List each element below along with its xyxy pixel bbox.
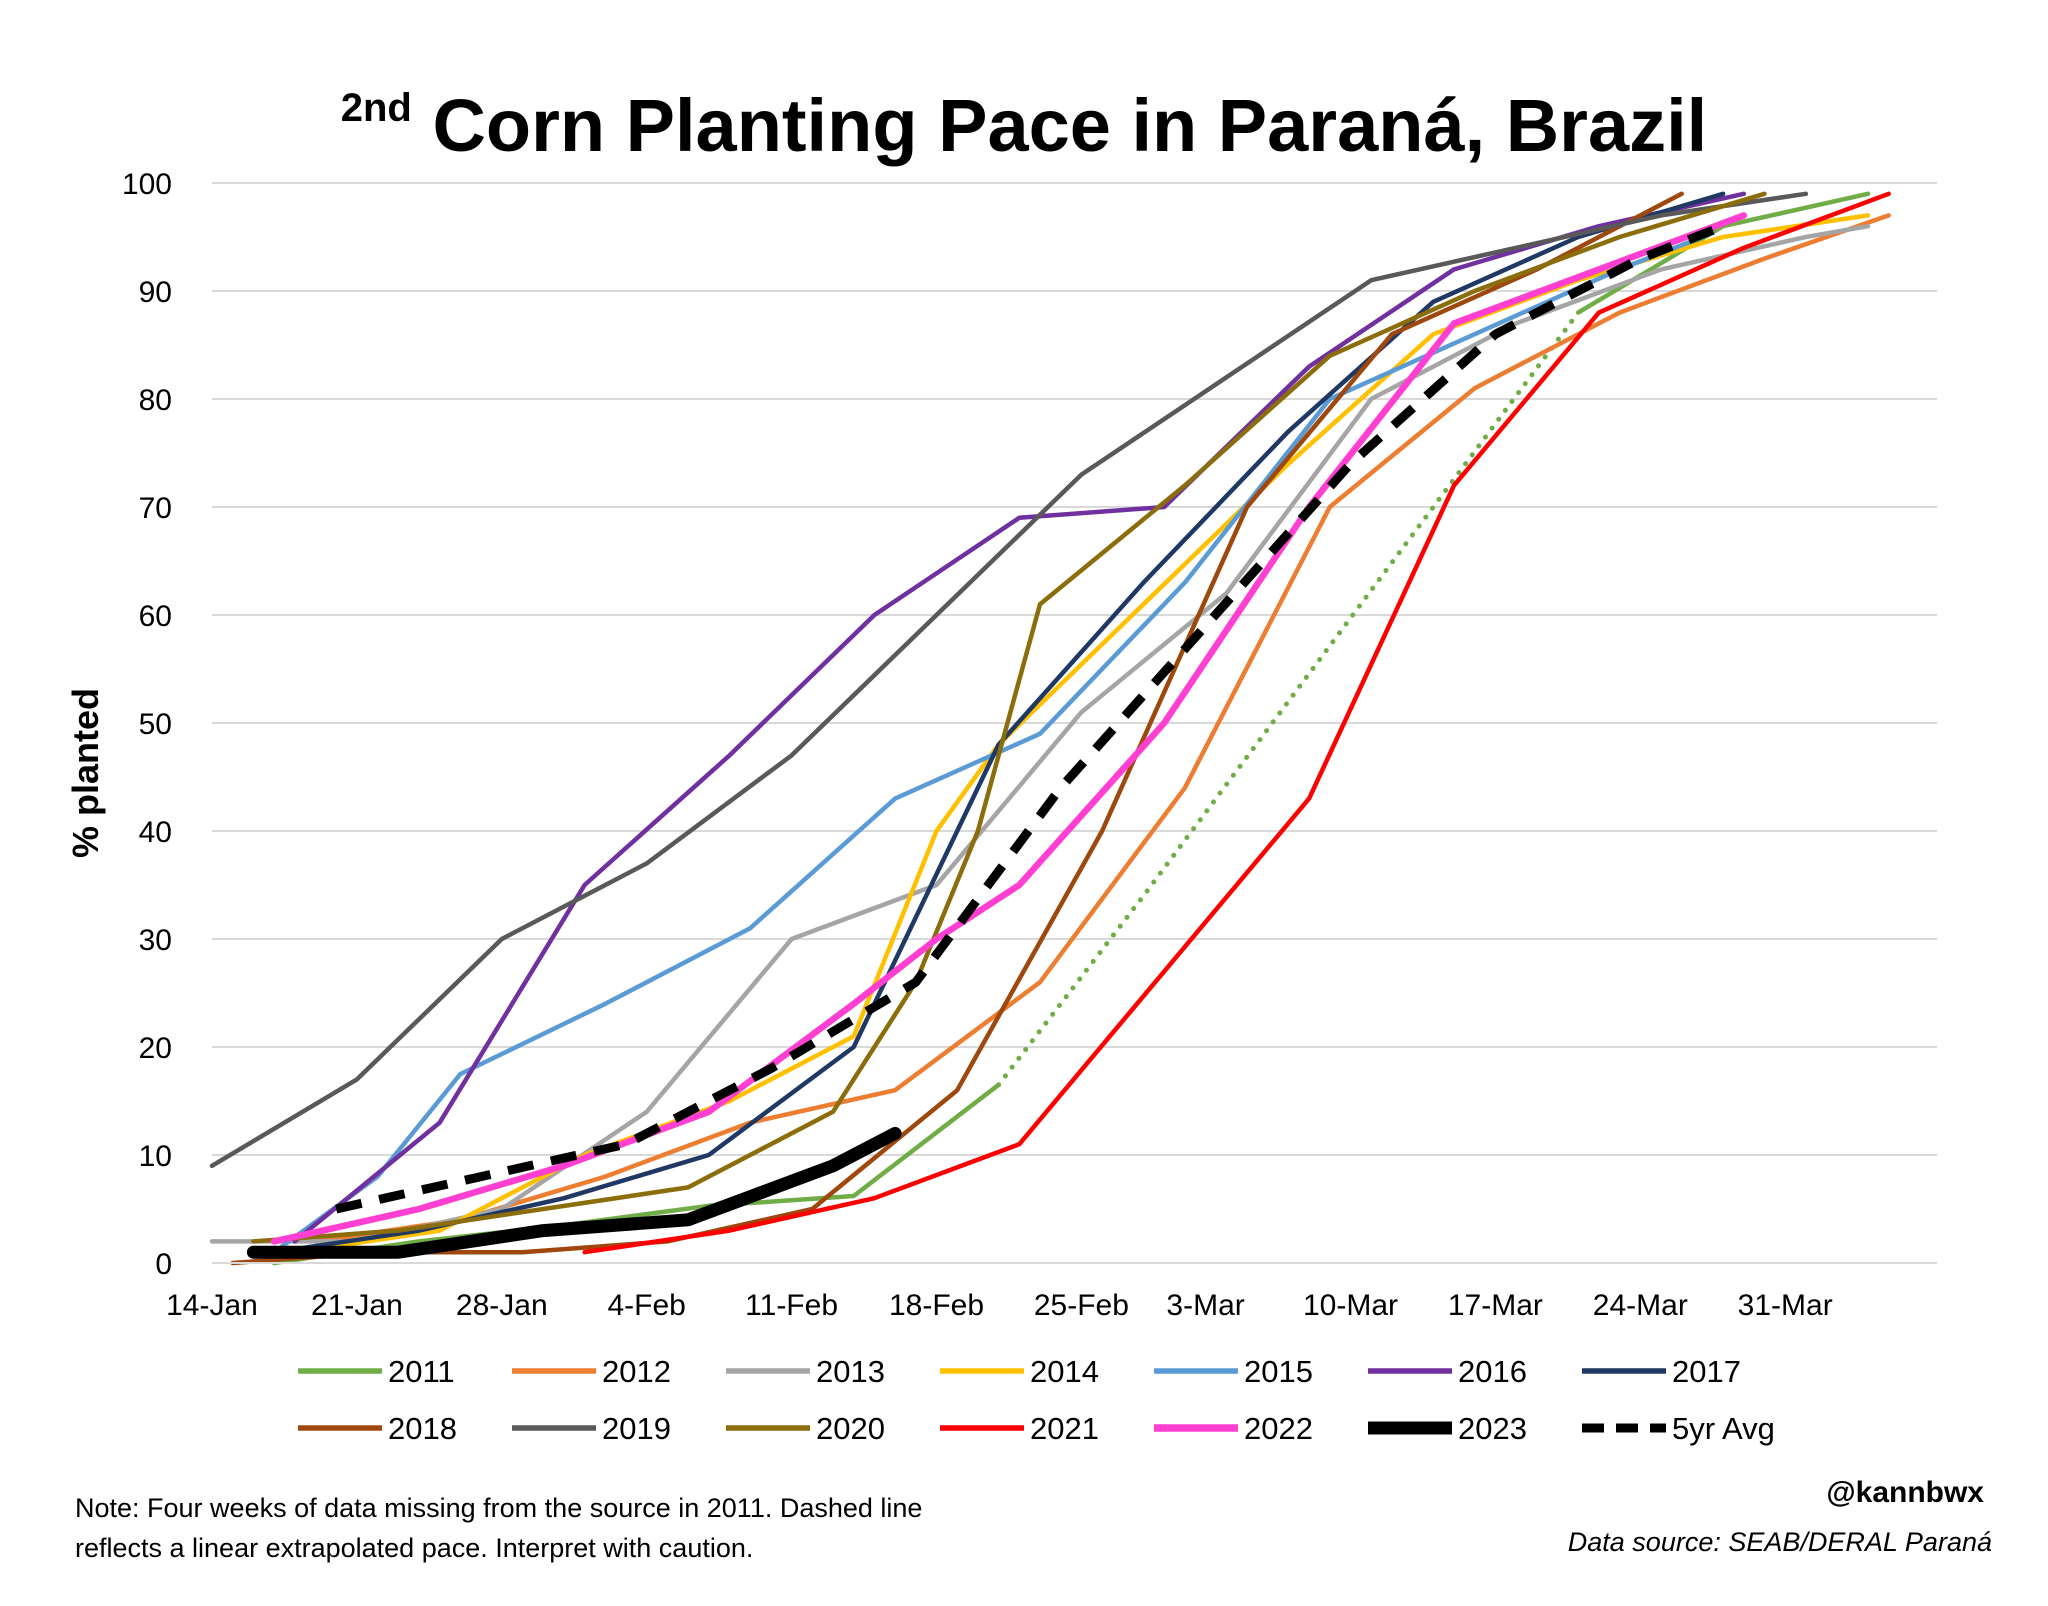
series-5yr-avg — [335, 222, 1725, 1214]
legend-label-2017: 2017 — [1672, 1354, 1741, 1389]
y-tick-label: 40 — [139, 816, 172, 849]
legend-label-2020: 2020 — [816, 1411, 885, 1446]
x-tick-labels: 14-Jan 21-Jan 28-Jan 4-Feb 11-Feb 18-Feb 25-Fe… — [166, 1289, 1833, 1322]
legend-label-2013: 2013 — [816, 1354, 885, 1389]
y-tick-label: 100 — [122, 168, 172, 201]
series-2023 — [246, 1126, 902, 1259]
footnote-line-2: reflects a linear extrapolated pace. Int… — [75, 1533, 754, 1563]
legend-label-2022: 2022 — [1244, 1411, 1313, 1446]
y-tick-label: 20 — [139, 1032, 172, 1065]
series-2017 — [271, 191, 1726, 1255]
x-tick-label: 14-Jan — [166, 1289, 258, 1322]
y-tick-label: 10 — [139, 1140, 172, 1173]
y-tick-label: 30 — [139, 924, 172, 957]
x-tick-label: 24-Mar — [1593, 1289, 1688, 1322]
title-ordinal: 2nd — [340, 86, 412, 130]
x-tick-label: 3-Mar — [1166, 1289, 1244, 1322]
x-tick-label: 4-Feb — [608, 1289, 686, 1322]
series-2014 — [292, 213, 1871, 1255]
legend-label-2021: 2021 — [1030, 1411, 1099, 1446]
series-2020 — [251, 191, 1767, 1244]
y-tick-label: 60 — [139, 600, 172, 633]
x-tick-label: 25-Feb — [1034, 1289, 1129, 1322]
y-tick-label: 90 — [139, 276, 172, 309]
y-tick-label: 70 — [139, 492, 172, 525]
y-tick-label: 80 — [139, 384, 172, 417]
legend: 2011 2012 2013 2014 2015 2016 2017 2018 2019 2020… — [298, 1354, 1775, 1446]
series-2019 — [209, 191, 1809, 1169]
series-2011-segment-3 — [1575, 191, 1871, 315]
x-tick-label: 17-Mar — [1448, 1289, 1543, 1322]
y-tick-labels: 0 10 20 30 40 50 60 70 80 90 100 — [122, 168, 172, 1281]
series-2021 — [582, 191, 1891, 1255]
series-2022 — [270, 212, 1748, 1245]
data-source: Data source: SEAB/DERAL Paraná — [1567, 1527, 1992, 1557]
legend-label-2011: 2011 — [388, 1354, 455, 1389]
series-2013 — [209, 223, 1871, 1244]
x-tick-label: 21-Jan — [311, 1289, 403, 1322]
y-tick-label: 0 — [155, 1248, 172, 1281]
legend-label-5yr-avg: 5yr Avg — [1672, 1411, 1775, 1446]
x-tick-label: 11-Feb — [745, 1289, 838, 1322]
legend-label-2016: 2016 — [1458, 1354, 1527, 1389]
footnote: Note: Four weeks of data missing from th… — [75, 1488, 922, 1568]
y-axis-label: % planted — [65, 688, 106, 858]
series-2012 — [313, 213, 1891, 1244]
legend-label-2014: 2014 — [1030, 1354, 1099, 1389]
series-lines — [209, 191, 1891, 1266]
legend-label-2015: 2015 — [1244, 1354, 1313, 1389]
x-tick-label: 10-Mar — [1303, 1289, 1398, 1322]
series-2015 — [271, 234, 1705, 1255]
legend-label-2012: 2012 — [602, 1354, 671, 1389]
footnote-line-1: Note: Four weeks of data missing from th… — [75, 1493, 923, 1523]
chart-title: 2nd Corn Planting Pace in Paraná, Brazil — [0, 88, 2048, 163]
x-tick-label: 28-Jan — [456, 1289, 548, 1322]
legend-label-2018: 2018 — [388, 1411, 457, 1446]
legend-label-2023: 2023 — [1458, 1411, 1527, 1446]
x-tick-label: 18-Feb — [889, 1289, 984, 1322]
series-2016 — [292, 191, 1747, 1244]
author-handle: @kannbwx — [1826, 1476, 1984, 1509]
y-tick-label: 50 — [139, 708, 172, 741]
series-2018 — [230, 191, 1684, 1266]
legend-label-2019: 2019 — [602, 1411, 671, 1446]
x-tick-label: 31-Mar — [1738, 1289, 1833, 1322]
title-main: Corn Planting Pace in Paraná, Brazil — [432, 84, 1708, 167]
series-2011-segment-1 — [271, 1082, 1001, 1266]
